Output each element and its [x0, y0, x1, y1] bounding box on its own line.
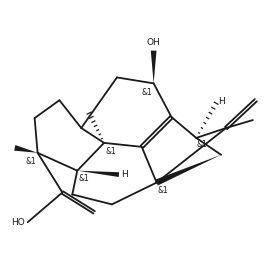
Polygon shape [77, 171, 119, 177]
Polygon shape [155, 155, 221, 186]
Text: &1: &1 [197, 140, 208, 149]
Polygon shape [14, 145, 38, 153]
Text: H: H [218, 97, 225, 106]
Polygon shape [151, 51, 157, 83]
Text: H: H [121, 170, 128, 179]
Text: &1: &1 [141, 88, 152, 97]
Text: &1: &1 [79, 174, 89, 183]
Text: &1: &1 [25, 157, 36, 166]
Text: &1: &1 [158, 186, 169, 195]
Text: OH: OH [147, 38, 161, 47]
Text: HO: HO [11, 218, 25, 227]
Text: &1: &1 [105, 147, 116, 156]
